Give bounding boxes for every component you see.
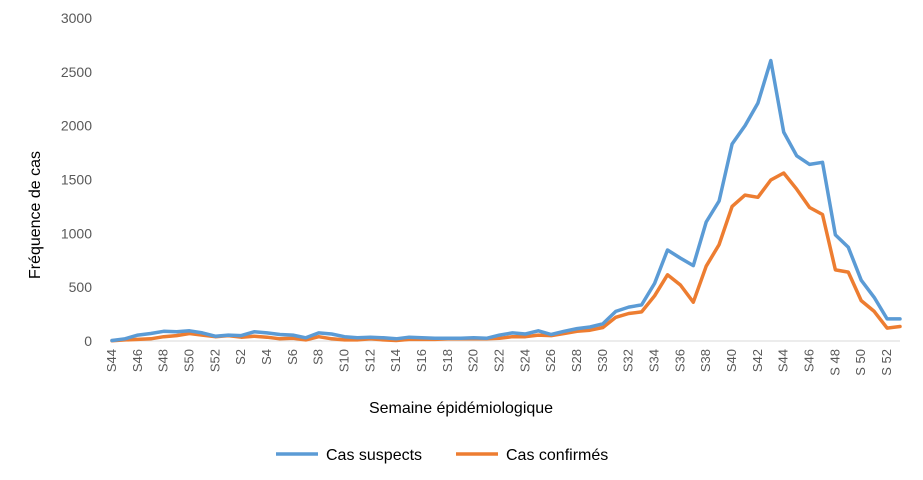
y-tick-label: 2500 — [61, 64, 92, 80]
x-tick-label: S8 — [311, 349, 326, 365]
x-axis-ticks: S44 S46 S48 S50 S52 S2 S4 S6 S8 S10 S12 S14 S16 S18 S2… — [104, 349, 894, 376]
x-tick-label: S6 — [285, 349, 300, 365]
x-tick-label: S40 — [724, 349, 739, 372]
x-tick-label: S18 — [440, 349, 455, 372]
y-tick-label: 500 — [69, 279, 93, 295]
x-tick-label: S50 — [182, 349, 197, 372]
x-tick-label: S42 — [750, 349, 765, 372]
x-tick-label: S30 — [595, 349, 610, 372]
x-tick-label: S46 — [802, 349, 817, 372]
y-axis-title: Fréquence de cas — [27, 151, 44, 279]
x-tick-label: S48 — [156, 349, 171, 372]
x-tick-label: S14 — [388, 349, 403, 372]
x-tick-label: S26 — [543, 349, 558, 372]
y-tick-label: 0 — [84, 333, 92, 349]
legend-label: Cas suspects — [326, 447, 422, 464]
series-line-1 — [110, 171, 902, 343]
y-tick-label: 3000 — [61, 10, 92, 26]
x-tick-label: S22 — [492, 349, 507, 372]
x-tick-label: S36 — [672, 349, 687, 372]
x-tick-label: S44 — [776, 349, 791, 372]
series-lines — [110, 58, 902, 343]
x-tick-label: S44 — [104, 349, 119, 372]
x-tick-label: S32 — [621, 349, 636, 372]
x-tick-label: S 50 — [853, 349, 868, 376]
x-tick-label: S38 — [698, 349, 713, 372]
x-tick-label: S12 — [362, 349, 377, 372]
x-tick-label: S2 — [233, 349, 248, 365]
x-axis-title: Semaine épidémiologique — [369, 400, 553, 417]
x-tick-label: S 52 — [879, 349, 894, 376]
y-tick-label: 2000 — [61, 118, 92, 134]
y-axis-ticks: 0 500 1000 1500 2000 2500 3000 — [61, 10, 92, 349]
x-tick-label: S16 — [414, 349, 429, 372]
x-tick-label: S 48 — [827, 349, 842, 376]
x-tick-label: S34 — [647, 349, 662, 372]
y-tick-label: 1000 — [61, 225, 92, 241]
x-tick-label: S28 — [569, 349, 584, 372]
y-tick-label: 1500 — [61, 172, 92, 188]
x-tick-label: S10 — [337, 349, 352, 372]
legend: Cas suspects Cas confirmés — [276, 447, 608, 464]
series-line-0 — [110, 58, 902, 343]
x-tick-label: S52 — [207, 349, 222, 372]
x-tick-label: S20 — [466, 349, 481, 372]
x-tick-label: S24 — [517, 349, 532, 372]
legend-label: Cas confirmés — [506, 447, 608, 464]
x-tick-label: S46 — [130, 349, 145, 372]
x-tick-label: S4 — [259, 349, 274, 365]
